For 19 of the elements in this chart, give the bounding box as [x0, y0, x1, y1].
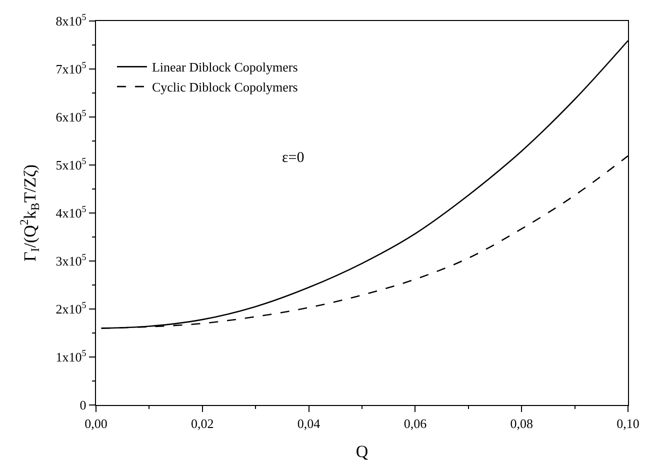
y-tick-label: 8x10$^{5}$: [56, 12, 87, 29]
legend-label: Linear Diblock Copolymers: [152, 60, 298, 75]
x-tick-label: 0,00: [84, 416, 108, 431]
y-tick-label: 7x10$^{5}$: [56, 60, 87, 77]
y-tick-label: 5x10$^{5}$: [56, 156, 87, 173]
x-axis-title: Q: [356, 442, 368, 462]
y-tick-label: 0: [80, 398, 86, 413]
x-tick-label: 0,02: [191, 416, 214, 431]
legend-label: Cyclic Diblock Copolymers: [152, 80, 298, 95]
x-tick-label: 0,04: [297, 416, 321, 431]
x-tick-label: 0,06: [404, 416, 428, 431]
y-tick-label: 4x10$^{5}$: [56, 204, 87, 221]
y-tick-label: 6x10$^{5}$: [56, 108, 87, 125]
x-tick-label: 0,10: [616, 416, 640, 431]
annotation: ε=0: [282, 150, 304, 166]
y-tick-label: 2x10$^{5}$: [56, 300, 87, 317]
y-tick-label: 3x10$^{5}$: [56, 252, 87, 269]
y-tick-label: 1x10$^{5}$: [56, 348, 87, 365]
x-tick-label: 0,08: [510, 416, 533, 431]
